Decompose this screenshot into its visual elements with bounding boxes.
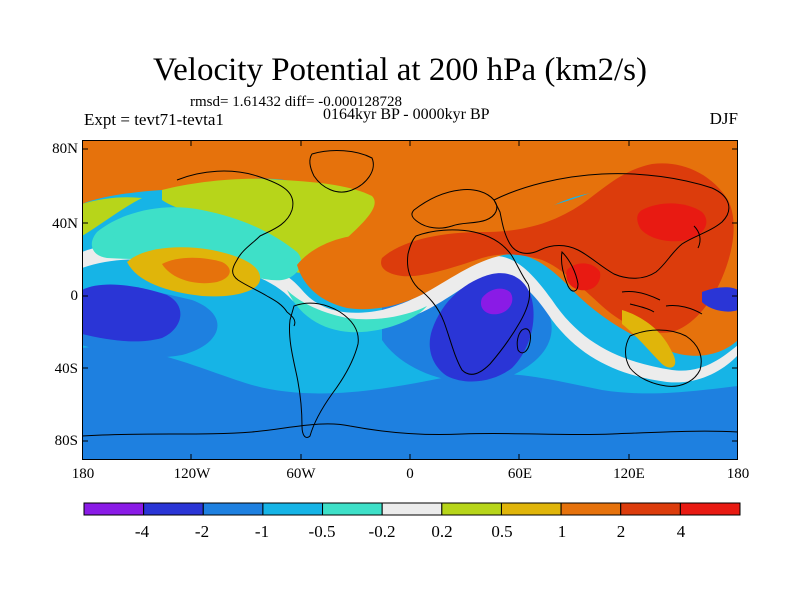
region-southern-ocean: [82, 346, 738, 460]
experiment-label: Expt = tevt71-tevta1: [84, 110, 224, 129]
region-south-pacific-tail: [622, 310, 676, 368]
colorbar-swatch: [679, 502, 741, 516]
x-tick-label: 120E: [613, 466, 645, 482]
region-northern-high-lat: [82, 140, 738, 267]
coastline-south-america: [289, 302, 359, 439]
plot-title: Velocity Potential at 200 hPa (km2/s): [152, 52, 648, 88]
region-east-asia-max: [637, 203, 707, 242]
coastline-north-america: [176, 170, 296, 327]
y-tick-label: 80S: [54, 433, 78, 449]
region-madagascar-min: [480, 288, 513, 315]
colorbar-swatch: [381, 502, 443, 516]
region-transition-cyan: [287, 290, 427, 333]
colorbar-label: -0.2: [368, 522, 396, 541]
coastline-antarctica: [82, 423, 738, 437]
colorbar-swatch: [262, 502, 324, 516]
colorbar-swatch: [500, 502, 562, 516]
colorbar-label: 4: [676, 522, 686, 541]
x-tick-label: 0: [406, 466, 414, 482]
x-tick-label: 180: [726, 466, 750, 482]
colorbar: [83, 502, 741, 516]
coastline-greenland: [309, 150, 374, 193]
x-tick-label: 60W: [286, 466, 316, 482]
colorbar-label: -2: [194, 522, 210, 541]
region-north-america-yellow: [82, 197, 142, 236]
region-east-asia-max: [566, 263, 601, 291]
colorbar-label: 2: [616, 522, 626, 541]
colorbar-label: -4: [134, 522, 150, 541]
colorbar-label: 0.5: [491, 522, 513, 541]
rmsd-diff-stats: rmsd= 1.61432 diff= -0.000128728: [190, 94, 403, 110]
coastline-europe: [411, 189, 498, 229]
coastline-africa: [407, 229, 531, 375]
colorbar-label: 1: [557, 522, 567, 541]
colorbar-swatch: [143, 502, 204, 516]
region-transition-band: [82, 242, 738, 383]
coastline-asia: [493, 173, 730, 279]
colorbar-label: -0.5: [308, 522, 336, 541]
coastline-indonesia: [621, 291, 703, 315]
colorbar-label: -1: [254, 522, 270, 541]
colorbar-swatch: [441, 502, 502, 516]
y-tick-label: 80N: [52, 141, 78, 157]
region-eurasia-red: [381, 163, 734, 333]
region-north-pacific-positive: [112, 218, 287, 264]
coastline-australia: [625, 329, 702, 387]
period-label: 0164kyr BP - 0000kyr BP: [323, 106, 490, 123]
coastline-japan: [693, 225, 701, 249]
region-east-pacific-low: [702, 287, 738, 312]
axis-ticks: [82, 140, 738, 460]
velocity-potential-map: [82, 140, 738, 460]
x-tick-label: 120W: [173, 466, 211, 482]
colorbar-swatch: [322, 502, 383, 516]
colorbar-label: 0.2: [431, 522, 453, 541]
x-tick-label: 180: [71, 466, 95, 482]
colorbar-swatch: [83, 502, 145, 516]
region-tropical-pacific-orange-inner: [162, 257, 230, 284]
region-east-pacific-low: [82, 284, 181, 342]
y-tick-label: 40N: [52, 216, 78, 232]
y-tick-label: 40S: [54, 361, 78, 377]
y-tick-label: 0: [70, 288, 79, 304]
coastline-india: [561, 250, 579, 292]
colorbar-swatch: [560, 502, 622, 516]
coastline-madagascar: [516, 328, 531, 354]
colorbar-swatch: [620, 502, 681, 516]
season-label: DJF: [709, 109, 738, 128]
x-tick-label: 60E: [507, 466, 533, 482]
coastlines: [82, 150, 738, 439]
colorbar-swatch: [202, 502, 264, 516]
